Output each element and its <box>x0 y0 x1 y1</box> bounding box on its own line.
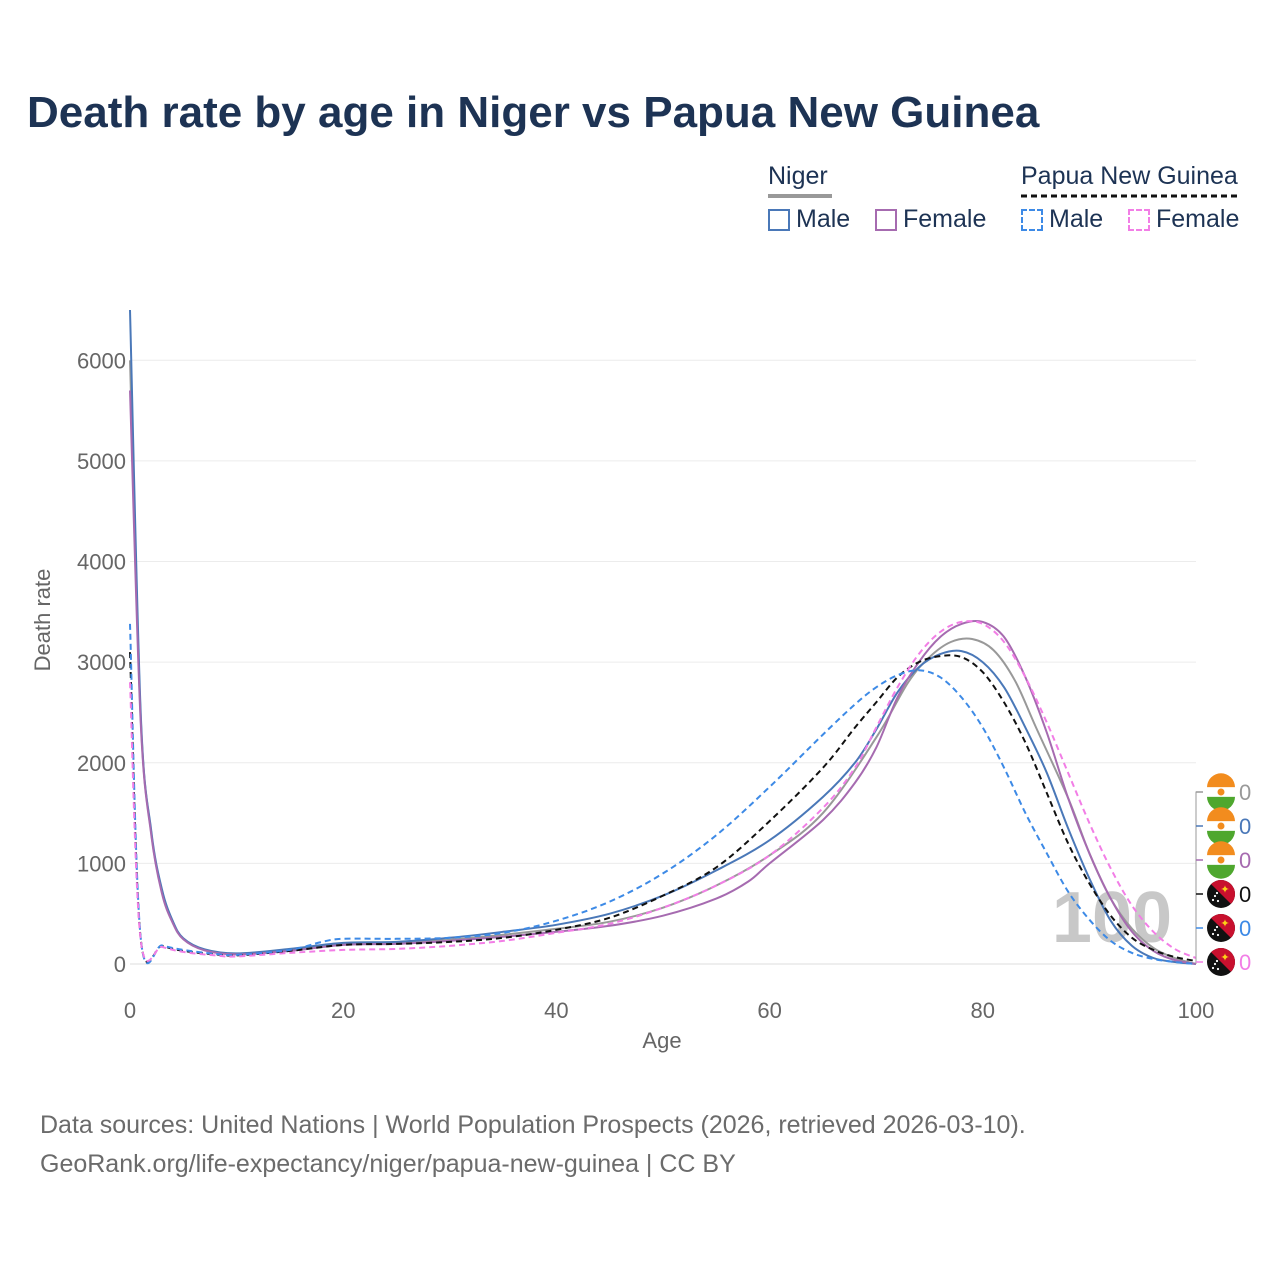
source-line-1: Data sources: United Nations | World Pop… <box>40 1111 1026 1139</box>
end-label-0: 0 <box>1196 773 1251 811</box>
y-tick-label-3000: 3000 <box>77 650 126 675</box>
grid-lines <box>130 359 1196 965</box>
niger-flag-sun <box>1217 822 1225 830</box>
png-flag-star-1 <box>1216 967 1220 971</box>
legend-niger-female-label: Female <box>903 205 987 233</box>
x-axis-label: Age <box>642 1028 681 1053</box>
legend-swatch-png-male <box>1021 208 1043 231</box>
death-rate-chart: 100 0 1000 2000 3000 4000 5000 6000 0 20 40 60 80 10… <box>30 309 1251 1053</box>
x-tick-label-40: 40 <box>544 998 568 1023</box>
end-label-5: ✦ 0 <box>1196 947 1251 976</box>
x-tick-label-60: 60 <box>757 998 781 1023</box>
y-tick-label-0: 0 <box>114 952 126 977</box>
y-tick-label-2000: 2000 <box>77 751 126 776</box>
legend-niger-female[interactable]: Female <box>875 205 986 234</box>
png-flag-star-0 <box>1213 894 1217 898</box>
source-line-2[interactable]: GeoRank.org/life-expectancy/niger/papua-… <box>40 1150 736 1178</box>
png-flag-bird: ✦ <box>1220 918 1229 930</box>
end-label-connector <box>1195 791 1202 964</box>
y-axis-label: Death rate <box>30 569 55 672</box>
niger-flag-orange <box>1207 841 1235 856</box>
png-flag-star-1 <box>1216 933 1220 937</box>
end-label-value: 0 <box>1239 916 1251 941</box>
png-flag-star-2 <box>1211 932 1215 936</box>
end-label-4: ✦ 0 <box>1196 914 1251 942</box>
png-flag-star-3 <box>1215 891 1219 895</box>
end-label-value: 0 <box>1239 780 1251 805</box>
end-label-3: ✦ 0 <box>1196 879 1251 908</box>
x-tick-label-80: 80 <box>971 998 995 1023</box>
series-line-papua-new-guinea-total <box>129 652 1197 964</box>
niger-flag-sun <box>1217 856 1225 864</box>
niger-flag-green <box>1207 830 1235 845</box>
legend-swatch-niger-female <box>875 208 897 231</box>
x-tick-label-100: 100 <box>1178 998 1215 1023</box>
legend-png-male[interactable]: Male <box>1021 205 1103 234</box>
legend-niger-male-label: Male <box>796 205 851 233</box>
series-line-niger-male <box>129 309 1197 965</box>
end-label-value: 0 <box>1239 950 1251 975</box>
png-flag-bird: ✦ <box>1220 952 1229 964</box>
niger-flag-sun <box>1217 788 1225 796</box>
legend-group-png[interactable]: Papua New Guinea <box>1021 162 1238 199</box>
y-tick-label-4000: 4000 <box>77 550 126 575</box>
legend-png-male-label: Male <box>1049 205 1104 233</box>
niger-flag-green <box>1207 796 1235 811</box>
png-flag-red <box>1211 947 1236 972</box>
y-tick-label-6000: 6000 <box>77 348 126 373</box>
end-label-value: 0 <box>1239 814 1251 839</box>
x-tick-label-0: 0 <box>124 998 136 1023</box>
legend-group-niger[interactable]: Niger <box>768 162 832 199</box>
png-flag-star-2 <box>1211 966 1215 970</box>
source-note: Data sources: United Nations | World Pop… <box>40 1106 1026 1184</box>
series-line-niger-female <box>129 390 1197 965</box>
niger-flag-orange <box>1207 807 1235 822</box>
end-label-1: 0 <box>1196 807 1251 845</box>
png-flag-star-0 <box>1213 962 1217 966</box>
niger-flag-green <box>1207 864 1235 879</box>
png-flag-star-3 <box>1215 925 1219 929</box>
png-flag-star-2 <box>1211 898 1215 902</box>
legend-swatch-png-female <box>1128 208 1150 231</box>
legend-group-niger-label: Niger <box>768 162 828 190</box>
legend-niger-male[interactable]: Male <box>768 205 850 234</box>
y-tick-label-1000: 1000 <box>77 851 126 876</box>
png-flag-red <box>1211 914 1235 938</box>
end-label-2: 0 <box>1196 841 1251 879</box>
legend-png-line <box>1021 194 1237 198</box>
end-labels: 000✦ 0✦ 0✦ 0 <box>1195 773 1251 976</box>
png-flag-star-3 <box>1215 959 1219 963</box>
end-label-value: 0 <box>1239 848 1251 873</box>
series-line-papua-new-guinea-female <box>129 620 1197 962</box>
png-flag-star-0 <box>1213 928 1217 932</box>
legend-png-female-label: Female <box>1156 205 1240 233</box>
series-line-papua-new-guinea-male <box>129 623 1197 965</box>
png-flag-bird: ✦ <box>1220 884 1229 896</box>
x-tick-label-20: 20 <box>331 998 355 1023</box>
end-label-value: 0 <box>1239 882 1251 907</box>
y-tick-label-5000: 5000 <box>77 449 126 474</box>
legend-niger-line <box>768 194 832 198</box>
legend-png-female[interactable]: Female <box>1128 205 1239 234</box>
legend-swatch-niger-male <box>768 208 790 231</box>
chart-title: Death rate by age in Niger vs Papua New … <box>27 88 1040 137</box>
niger-flag-orange <box>1207 773 1235 788</box>
axes: 0 1000 2000 3000 4000 5000 6000 0 20 40 60 80 100 <box>77 348 1214 1023</box>
series-layer <box>129 309 1197 965</box>
legend-group-png-label: Papua New Guinea <box>1021 162 1238 190</box>
png-flag-star-1 <box>1216 899 1220 903</box>
png-flag-red <box>1211 879 1236 904</box>
